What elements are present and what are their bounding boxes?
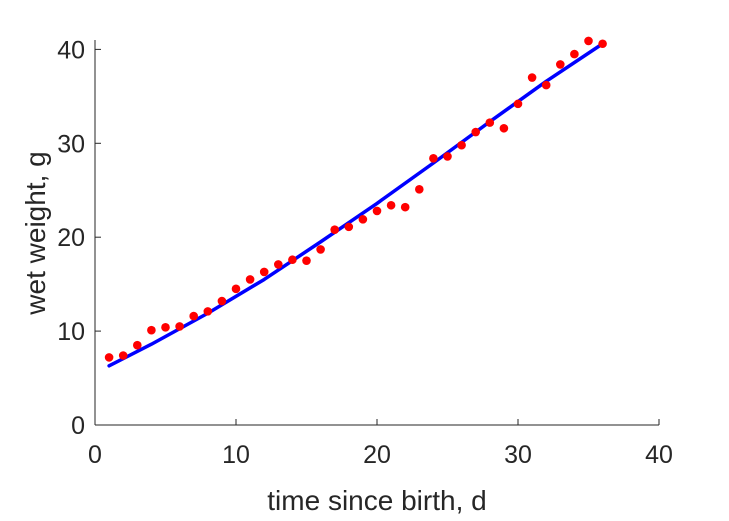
data-point xyxy=(584,36,593,46)
data-point xyxy=(513,99,523,109)
data-point xyxy=(541,80,551,90)
data-point xyxy=(147,325,156,335)
ticks: 0 10 20 30 40 0 10 20 30 40 xyxy=(57,36,673,469)
data-point xyxy=(288,255,297,265)
data-point xyxy=(386,200,396,210)
data-point xyxy=(499,123,509,133)
x-tick-label: 20 xyxy=(363,441,391,469)
axes xyxy=(94,40,659,426)
data-point xyxy=(344,222,354,232)
data-point xyxy=(485,118,495,127)
plot-area xyxy=(104,36,607,368)
data-point xyxy=(400,202,410,212)
y-tick-label: 0 xyxy=(71,412,85,440)
data-point xyxy=(133,340,142,350)
data-point xyxy=(316,245,325,254)
data-point xyxy=(330,225,340,234)
fit-line xyxy=(107,42,605,368)
data-point xyxy=(527,73,537,82)
y-tick-label: 30 xyxy=(57,130,85,158)
data-point xyxy=(259,267,269,277)
data-point xyxy=(471,127,481,137)
x-tick-label: 0 xyxy=(88,441,102,469)
data-point xyxy=(118,351,128,360)
data-point xyxy=(457,140,466,150)
data-point xyxy=(104,353,114,362)
x-tick-label: 10 xyxy=(222,441,250,469)
y-tick-label: 20 xyxy=(57,224,85,252)
data-point xyxy=(443,152,452,161)
y-axis-label: wet weight, g xyxy=(20,151,51,315)
data-point xyxy=(274,260,283,269)
data-point xyxy=(415,185,424,194)
data-point xyxy=(175,322,184,331)
x-tick-label: 30 xyxy=(504,441,532,469)
x-tick-label: 40 xyxy=(645,441,673,469)
data-point xyxy=(203,307,213,316)
data-point xyxy=(302,256,311,265)
data-point xyxy=(161,323,170,332)
y-tick-label: 40 xyxy=(57,36,85,64)
data-point xyxy=(598,39,607,49)
data-point xyxy=(556,60,565,69)
data-point xyxy=(217,296,227,306)
data-point xyxy=(231,284,241,294)
data-point xyxy=(245,275,255,284)
data-point xyxy=(372,206,382,216)
data-point xyxy=(429,154,438,163)
x-axis-label: time since birth, d xyxy=(267,485,486,516)
y-tick-label: 10 xyxy=(57,318,85,346)
data-point xyxy=(189,311,198,321)
data-point xyxy=(358,215,368,224)
data-point xyxy=(570,49,579,59)
